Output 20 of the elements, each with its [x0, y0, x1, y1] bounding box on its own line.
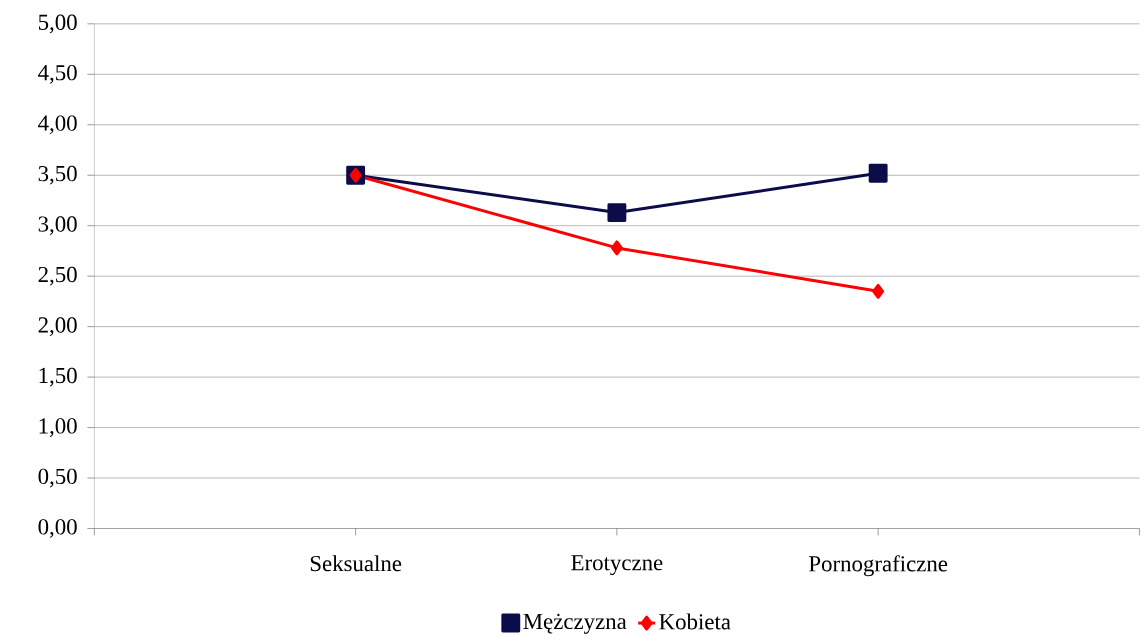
x-tick-label: Erotyczne [571, 555, 663, 576]
y-tick-label: 0,50 [38, 468, 77, 488]
y-tick-label: 2,50 [38, 266, 77, 286]
point [610, 240, 623, 256]
y-tick-label: 1,50 [39, 367, 77, 387]
y-tick-label: 4,50 [38, 65, 77, 84]
point [872, 283, 885, 299]
y-tick-label: 2,00 [38, 317, 77, 337]
y-tick-label: 3,50 [38, 166, 77, 185]
y-tick-label: 1,00 [39, 418, 77, 438]
x-tick-label: Pornograficzne [809, 555, 948, 577]
point [607, 203, 627, 223]
x-tick-label: Seksualne [310, 555, 402, 572]
legend-label: Kobieta [659, 613, 731, 630]
y-tick-label: 3,00 [38, 216, 77, 236]
y-tick-label: 0,00 [38, 519, 77, 538]
y-tick-label: 4,00 [38, 115, 77, 135]
y-tick-label: 5,00 [38, 14, 77, 34]
legend-label: Mężczyzna [523, 613, 627, 634]
point [868, 163, 888, 183]
